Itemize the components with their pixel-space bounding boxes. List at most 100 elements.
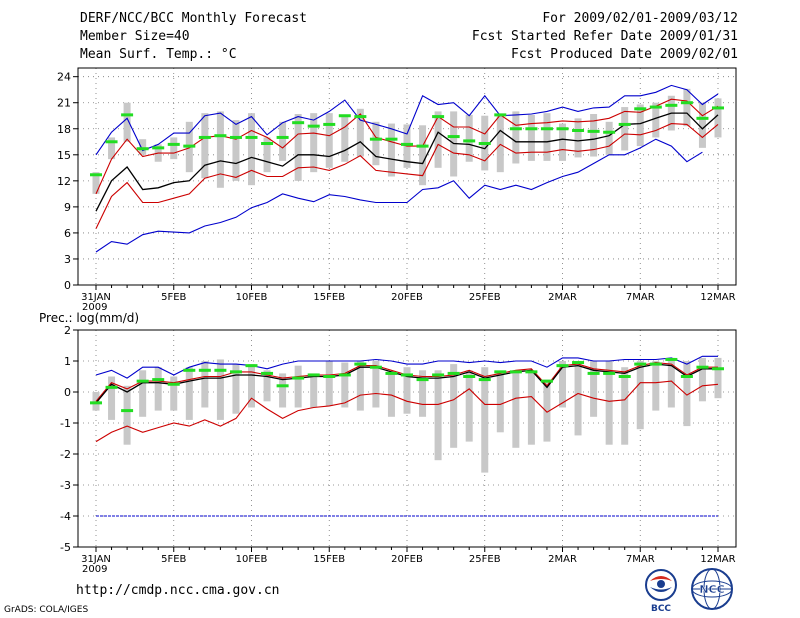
range-bar xyxy=(372,361,380,408)
series-max-line xyxy=(95,355,718,379)
series-max-line xyxy=(95,84,719,156)
y-tick-label: 3 xyxy=(64,253,71,266)
range-bar xyxy=(714,357,722,399)
range-bar xyxy=(698,357,706,402)
obs-marker xyxy=(603,371,616,375)
chart-title: DERF/NCC/BCC Monthly Forecast xyxy=(80,11,307,26)
range-bar xyxy=(325,113,333,168)
bcc-logo-icon: BCC xyxy=(645,569,677,614)
obs-marker xyxy=(401,373,413,377)
obs-marker xyxy=(292,121,305,125)
range-bar xyxy=(341,362,349,408)
bcc-logo-text: BCC xyxy=(651,604,671,614)
obs-marker xyxy=(494,113,507,117)
range-bar xyxy=(450,364,458,448)
obs-marker xyxy=(229,370,242,374)
x-tick-label: 12MAR xyxy=(700,292,735,303)
range-bar xyxy=(605,121,613,155)
obs-marker xyxy=(463,139,476,143)
range-bar xyxy=(92,172,100,194)
logos: BCC NCC xyxy=(645,568,733,614)
obs-marker xyxy=(618,122,631,126)
obs-marker xyxy=(136,379,149,383)
obs-marker xyxy=(183,368,196,372)
range-bar xyxy=(108,137,116,160)
obs-marker xyxy=(463,375,476,378)
obs-marker xyxy=(261,142,274,146)
plot-frame xyxy=(77,67,737,286)
obs-marker xyxy=(121,113,134,117)
x-tick-label: 31JAN xyxy=(81,292,111,303)
obs-marker xyxy=(478,378,491,382)
obs-marker xyxy=(649,362,662,366)
range-bar xyxy=(698,102,706,148)
obs-marker xyxy=(369,365,382,369)
obs-marker xyxy=(323,375,336,378)
obs-marker xyxy=(540,127,553,131)
range-bar xyxy=(465,114,473,162)
obs-marker xyxy=(323,122,336,126)
y-tick-label: -5 xyxy=(60,541,71,554)
obs-marker xyxy=(385,137,398,141)
produced-date: Fcst Produced Date 2009/02/01 xyxy=(511,47,738,62)
temperature-panel: 0 3 6 9 12 15 18 21 24 31JAN 5FEB 10FEB 15FEB 20FEB 25… xyxy=(57,67,737,313)
range-bar xyxy=(590,114,598,157)
range-bar xyxy=(372,121,380,166)
range-bar xyxy=(605,361,613,445)
range-bar xyxy=(279,121,287,161)
range-bar xyxy=(170,137,178,160)
obs-marker xyxy=(634,107,647,111)
obs-marker xyxy=(447,371,460,375)
obs-marker xyxy=(556,364,569,368)
range-bar xyxy=(667,357,675,408)
y-tick-label: 24 xyxy=(57,71,71,84)
range-bar xyxy=(652,361,660,411)
source-url[interactable]: http://cmdp.ncc.cma.gov.cn xyxy=(76,583,280,598)
obs-marker xyxy=(105,140,118,144)
obs-marker xyxy=(712,367,724,371)
ncc-logo-icon: NCC xyxy=(691,568,733,610)
obs-marker xyxy=(494,370,507,374)
obs-marker xyxy=(665,357,678,361)
range-bar xyxy=(496,114,504,173)
x-tick-label: 7MAR xyxy=(626,554,655,565)
obs-marker xyxy=(167,142,180,146)
range-bar xyxy=(543,379,551,442)
series-lower-line xyxy=(95,123,719,229)
obs-marker xyxy=(556,127,569,131)
obs-marker xyxy=(354,362,367,366)
obs-marker xyxy=(680,101,693,105)
range-bar xyxy=(527,370,535,445)
obs-marker xyxy=(540,379,553,383)
obs-marker xyxy=(680,375,693,378)
obs-marker xyxy=(525,127,538,131)
obs-marker xyxy=(572,128,585,132)
obs-marker xyxy=(90,173,102,177)
y-tick-label: 15 xyxy=(57,149,71,162)
range-bar xyxy=(543,113,551,161)
range-bar xyxy=(496,373,504,433)
range-bar xyxy=(310,113,318,173)
obs-marker xyxy=(214,134,227,138)
range-bar xyxy=(108,376,116,420)
range-bar xyxy=(636,361,644,430)
x-tick-label: 15FEB xyxy=(313,554,345,565)
obs-marker xyxy=(603,130,616,134)
series-min-line xyxy=(95,138,703,253)
range-bar xyxy=(341,115,349,162)
y-tick-label: 2 xyxy=(64,324,71,337)
range-bar xyxy=(652,102,660,138)
range-bar xyxy=(434,111,442,168)
x-tick-label: 31JAN xyxy=(81,554,111,565)
grads-credit: GrADS: COLA/IGES xyxy=(4,605,89,615)
y-tick-label: 0 xyxy=(64,386,71,399)
x-tick-label: 15FEB xyxy=(313,292,345,303)
obs-marker xyxy=(572,361,585,365)
range-bar xyxy=(279,373,287,408)
range-bar xyxy=(139,139,147,155)
obs-marker xyxy=(338,114,351,118)
range-bar xyxy=(356,361,364,411)
range-bar xyxy=(294,365,302,408)
range-bar xyxy=(123,385,131,445)
